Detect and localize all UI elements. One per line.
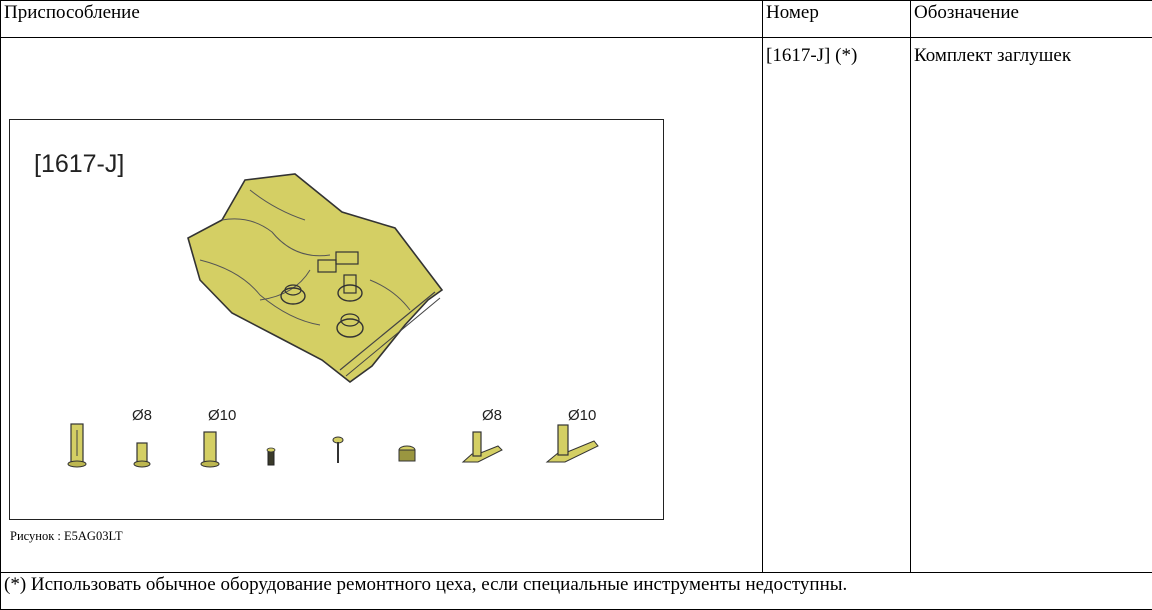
table-row: [1617-J] — [1, 38, 1152, 573]
cap-plug-icon — [399, 446, 415, 461]
footnote-row: (*) Использовать обычное оборудование ре… — [1, 573, 1152, 610]
pin-plug-icon — [333, 437, 343, 463]
header-number: Номер — [763, 1, 911, 38]
plug-kit-illustration: [1617-J] — [10, 120, 662, 518]
flanged-plug-10mm-icon — [547, 425, 598, 462]
fixture-cell: [1617-J] — [1, 38, 763, 573]
diameter-label: Ø10 — [568, 407, 596, 424]
plug-10mm-icon — [201, 432, 219, 467]
flanged-plug-8mm-icon — [463, 432, 502, 462]
header-description: Обозначение — [911, 1, 1152, 38]
ribbed-plug-icon — [68, 424, 86, 467]
small-plug-icon — [267, 448, 275, 465]
figure-label: [1617-J] — [34, 150, 124, 178]
footnote: (*) Использовать обычное оборудование ре… — [1, 573, 1152, 610]
diameter-label: Ø8 — [482, 407, 502, 424]
table-header-row: Приспособление Номер Обозначение — [1, 1, 1152, 38]
tool-number-cell: [1617-J] (*) — [763, 38, 911, 573]
diameter-label: Ø8 — [132, 407, 152, 424]
figure-caption: Рисунок : E5AG03LT — [10, 528, 123, 544]
plug-8mm-icon — [134, 443, 150, 467]
tool-description-cell: Комплект заглушек — [911, 38, 1152, 573]
figure-frame: [1617-J] — [9, 119, 664, 520]
plug-bag-icon — [188, 174, 442, 382]
diameter-label: Ø10 — [208, 407, 236, 424]
header-fixture: Приспособление — [1, 1, 763, 38]
